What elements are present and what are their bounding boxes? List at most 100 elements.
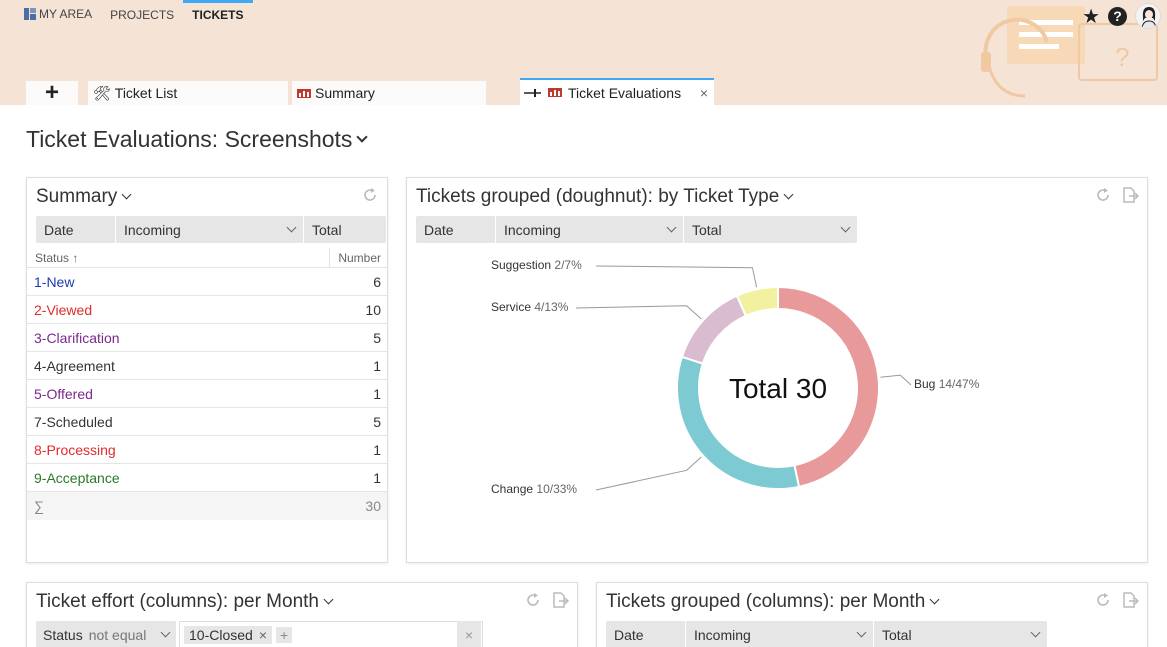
table-row[interactable]: 8-Processing 1	[27, 436, 387, 464]
summary-table-header: Status ↑ Number	[27, 248, 387, 268]
status-label: 2-Viewed	[34, 302, 93, 318]
page-title[interactable]: Ticket Evaluations: Screenshots	[26, 126, 369, 153]
total-filter[interactable]: Total	[874, 621, 1047, 647]
nav-my-area[interactable]: MY AREA	[24, 0, 101, 28]
chevron-down-icon	[783, 189, 794, 200]
table-row[interactable]: 9-Acceptance 1	[27, 464, 387, 492]
table-row[interactable]: 4-Agreement 1	[27, 352, 387, 380]
tab-summary[interactable]: Summary	[292, 81, 486, 105]
total-filter[interactable]: Total	[304, 216, 386, 243]
remove-icon[interactable]: ×	[258, 626, 268, 643]
summary-filter-bar: Date Incoming Total	[36, 216, 386, 243]
status-label: 1-New	[34, 274, 75, 290]
doughnut-panel-tools	[1094, 186, 1139, 204]
chevron-down-icon	[160, 627, 171, 637]
export-icon[interactable]	[1121, 591, 1139, 609]
export-icon[interactable]	[1121, 186, 1139, 204]
table-row[interactable]: 2-Viewed 10	[27, 296, 387, 324]
refresh-icon[interactable]	[361, 186, 379, 204]
number-column-header[interactable]: Number	[329, 248, 387, 268]
effort-panel: Ticket effort (columns): per Month Statu…	[26, 582, 578, 647]
incoming-filter[interactable]: Incoming	[496, 216, 684, 243]
add-icon[interactable]: +	[276, 626, 293, 643]
refresh-icon[interactable]	[1094, 186, 1112, 204]
table-row[interactable]: 3-Clarification 5	[27, 324, 387, 352]
doughnut-slice-suggestion[interactable]	[735, 285, 779, 318]
status-column-header[interactable]: Status ↑	[35, 251, 78, 265]
incoming-filter-label: Incoming	[504, 221, 561, 238]
date-filter[interactable]: Date	[36, 216, 116, 243]
status-label: 9-Acceptance	[34, 470, 120, 486]
incoming-filter[interactable]: Incoming	[686, 621, 874, 647]
closed-chip: 10-Closed ×	[184, 625, 273, 644]
total-filter[interactable]: Total	[684, 216, 857, 243]
chevron-down-icon	[856, 627, 867, 637]
date-filter-label: Date	[424, 221, 454, 238]
refresh-icon[interactable]	[524, 591, 542, 609]
sum-symbol: ∑	[34, 498, 44, 514]
star-icon[interactable]: ★	[1082, 5, 1100, 28]
nav-my-area-label: MY AREA	[39, 7, 93, 21]
status-value-field[interactable]: 10-Closed × +	[179, 621, 483, 647]
chevron-down-icon	[929, 594, 940, 605]
status-count: 1	[373, 442, 381, 458]
summary-title-text: Summary	[36, 186, 118, 207]
closed-chip-label: 10-Closed	[189, 626, 253, 643]
status-count: 1	[373, 386, 381, 402]
table-row[interactable]: 1-New 6	[27, 268, 387, 296]
slice-percent: 4/13%	[534, 300, 569, 314]
help-icon[interactable]: ?	[1108, 6, 1127, 26]
slice-label-service: Service 4/13%	[491, 300, 568, 314]
incoming-filter-label: Incoming	[124, 221, 181, 238]
doughnut-panel: Tickets grouped (doughnut): by Ticket Ty…	[406, 177, 1148, 563]
date-filter[interactable]: Date	[416, 216, 496, 243]
table-row[interactable]: 5-Offered 1	[27, 380, 387, 408]
doughnut-slice-service[interactable]	[680, 294, 748, 365]
export-icon[interactable]	[551, 591, 569, 609]
chevron-down-icon	[323, 594, 334, 605]
top-navigation: MY AREA PROJECTS TICKETS	[24, 0, 253, 28]
status-column-label: Status	[35, 251, 70, 265]
status-count: 5	[373, 330, 381, 346]
tab-ticket-list[interactable]: 🛠 Ticket List	[88, 81, 288, 105]
nav-projects[interactable]: PROJECTS	[110, 8, 175, 22]
status-count: 1	[373, 358, 381, 374]
summary-panel-title[interactable]: Summary	[36, 186, 132, 208]
avatar[interactable]	[1135, 3, 1161, 29]
tab-summary-label: Summary	[315, 85, 375, 101]
status-filter-label: Status	[43, 626, 83, 643]
status-label: 7-Scheduled	[34, 414, 113, 430]
refresh-icon[interactable]	[1094, 591, 1112, 609]
status-label: 4-Agreement	[34, 358, 115, 374]
nav-tickets[interactable]: TICKETS	[183, 0, 253, 28]
slice-category: Change	[491, 482, 534, 496]
pin-icon[interactable]	[524, 87, 542, 99]
table-row[interactable]: 7-Scheduled 5	[27, 408, 387, 436]
leader-line	[880, 374, 912, 386]
leader-line	[595, 456, 702, 491]
chevron-down-icon	[121, 189, 132, 200]
clear-filter-button[interactable]: ×	[457, 621, 481, 647]
effort-panel-title[interactable]: Ticket effort (columns): per Month	[36, 591, 334, 613]
incoming-filter[interactable]: Incoming	[116, 216, 304, 243]
chart-icon	[297, 88, 311, 98]
add-tab-button[interactable]: +	[26, 79, 78, 106]
chart-icon	[548, 88, 562, 97]
columns-panel-title[interactable]: Tickets grouped (columns): per Month	[606, 591, 940, 613]
tab-ticket-evaluations[interactable]: Ticket Evaluations ×	[520, 78, 714, 105]
status-filter[interactable]: Status not equal	[36, 621, 176, 647]
close-icon[interactable]: ×	[699, 84, 708, 101]
doughnut-chart: Total 30	[575, 265, 912, 491]
page-title-text: Ticket Evaluations: Screenshots	[26, 126, 353, 152]
tab-ticket-evaluations-label: Ticket Evaluations	[568, 84, 682, 101]
clear-icon: ×	[464, 626, 474, 643]
status-filter-operator: not equal	[88, 626, 147, 643]
slice-percent: 2/7%	[554, 258, 582, 272]
slice-percent: 14/47%	[938, 377, 980, 391]
chevron-down-icon	[286, 222, 297, 232]
slice-label-change: Change 10/33%	[491, 482, 577, 496]
sort-up-icon: ↑	[72, 251, 79, 265]
date-filter[interactable]: Date	[606, 621, 686, 647]
doughnut-panel-title[interactable]: Tickets grouped (doughnut): by Ticket Ty…	[416, 186, 794, 208]
chevron-down-icon	[840, 222, 851, 232]
